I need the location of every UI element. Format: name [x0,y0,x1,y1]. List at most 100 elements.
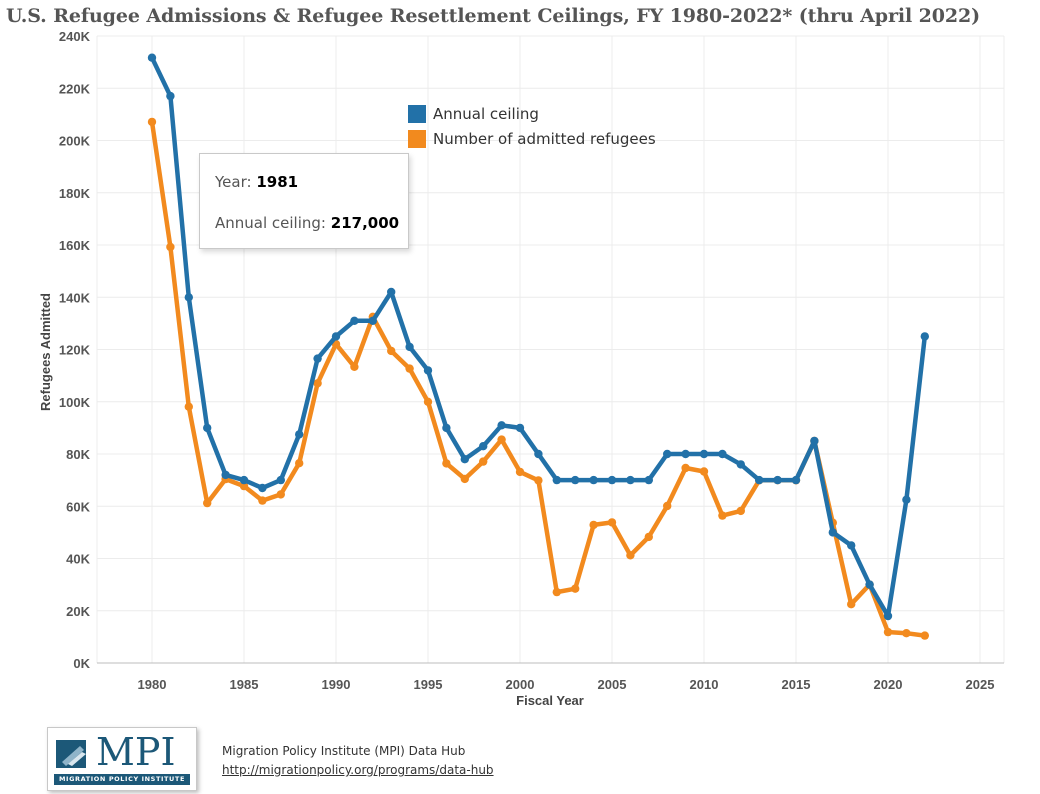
data-point[interactable] [755,475,764,485]
tooltip-year-label: Year: [215,173,252,191]
series-layer [147,53,929,640]
data-point[interactable] [460,474,469,484]
data-point[interactable] [258,483,267,493]
data-point[interactable] [681,449,690,459]
data-point[interactable] [699,449,709,459]
data-point[interactable] [571,584,580,593]
data-point[interactable] [718,449,727,459]
data-point[interactable] [644,475,653,485]
data-point[interactable] [552,587,561,597]
data-point[interactable] [387,287,396,297]
data-point[interactable] [166,242,175,252]
x-tick-label: 1995 [414,677,443,692]
data-point[interactable] [607,518,617,527]
data-point[interactable] [387,346,396,356]
data-point[interactable] [350,362,359,371]
data-point[interactable] [515,423,525,433]
x-tick-label: 1990 [322,677,351,692]
data-point[interactable] [276,490,285,499]
data-point[interactable] [295,430,304,439]
data-point[interactable] [626,475,635,485]
data-point[interactable] [147,53,157,62]
y-tick-label: 0K [73,656,90,671]
source-link[interactable]: http://migrationpolicy.org/programs/data… [222,763,494,777]
data-point[interactable] [607,475,617,485]
data-point[interactable] [423,366,433,375]
y-tick-label: 80K [66,447,90,462]
data-point[interactable] [534,449,543,459]
data-point[interactable] [865,580,874,589]
data-point[interactable] [681,463,690,473]
logo-subtext: MIGRATION POLICY INSTITUTE [54,774,190,785]
data-point[interactable] [479,457,488,466]
data-point[interactable] [497,421,506,430]
data-point[interactable] [166,91,175,101]
data-point[interactable] [847,600,856,609]
legend-item-ceiling[interactable]: Annual ceiling [408,101,656,126]
data-point[interactable] [828,528,837,537]
data-point[interactable] [184,402,193,411]
y-tick-label: 40K [66,552,90,567]
y-tick-label: 180K [59,186,91,201]
data-point[interactable] [902,629,911,638]
data-point[interactable] [460,455,469,464]
data-point[interactable] [479,442,488,451]
data-point[interactable] [405,364,414,373]
data-point[interactable] [147,117,157,127]
tooltip-ceiling-value: 217,000 [330,214,400,232]
data-point[interactable] [920,631,929,640]
data-point[interactable] [663,449,672,459]
data-point[interactable] [589,475,598,485]
data-point[interactable] [239,475,249,485]
data-point[interactable] [442,423,451,433]
tooltip-year: Year: 1981 [215,173,298,191]
x-tick-label: 1985 [230,677,259,692]
x-axis-ticks: 1980 1985 1990 1995 2000 2005 2010 2015 2020 2025 [138,677,995,692]
legend-item-admitted[interactable]: Number of admitted refugees [408,126,656,151]
data-point[interactable] [920,332,929,341]
data-point[interactable] [276,475,285,485]
data-point[interactable] [203,498,212,508]
data-point[interactable] [405,342,414,352]
data-point[interactable] [313,379,322,388]
data-point[interactable] [718,511,727,520]
data-point[interactable] [350,316,359,325]
data-point[interactable] [883,627,893,637]
data-point[interactable] [571,475,580,485]
data-point[interactable] [497,435,506,444]
data-point[interactable] [203,423,212,433]
data-point[interactable] [331,332,341,341]
data-point[interactable] [239,481,249,491]
data-point[interactable] [313,354,322,363]
data-point[interactable] [791,475,801,485]
data-point[interactable] [442,459,451,468]
data-point[interactable] [589,520,598,530]
data-point[interactable] [184,293,193,302]
data-point[interactable] [626,551,635,560]
mpi-logo[interactable]: MPI MIGRATION POLICY INSTITUTE [47,727,197,791]
data-point[interactable] [810,436,819,446]
x-tick-label: 2025 [966,677,995,692]
data-point[interactable] [295,459,304,468]
data-point[interactable] [258,496,267,505]
x-tick-label: 2000 [506,677,535,692]
data-point[interactable] [221,470,230,480]
x-tick-label: 2010 [690,677,719,692]
y-axis-label: Refugees Admitted [38,293,53,411]
data-point[interactable] [902,495,911,504]
data-point[interactable] [773,475,782,485]
data-point[interactable] [736,460,745,469]
data-point[interactable] [699,467,709,476]
data-point[interactable] [515,467,525,477]
data-point[interactable] [644,532,653,542]
data-point[interactable] [368,316,377,325]
data-point[interactable] [847,541,856,550]
data-point[interactable] [663,501,672,511]
data-point[interactable] [552,475,561,485]
data-tooltip: Year: 1981 Annual ceiling: 217,000 [199,153,409,249]
data-point[interactable] [534,476,543,485]
data-point[interactable] [736,506,745,516]
data-point[interactable] [883,611,893,621]
data-point[interactable] [423,397,433,406]
